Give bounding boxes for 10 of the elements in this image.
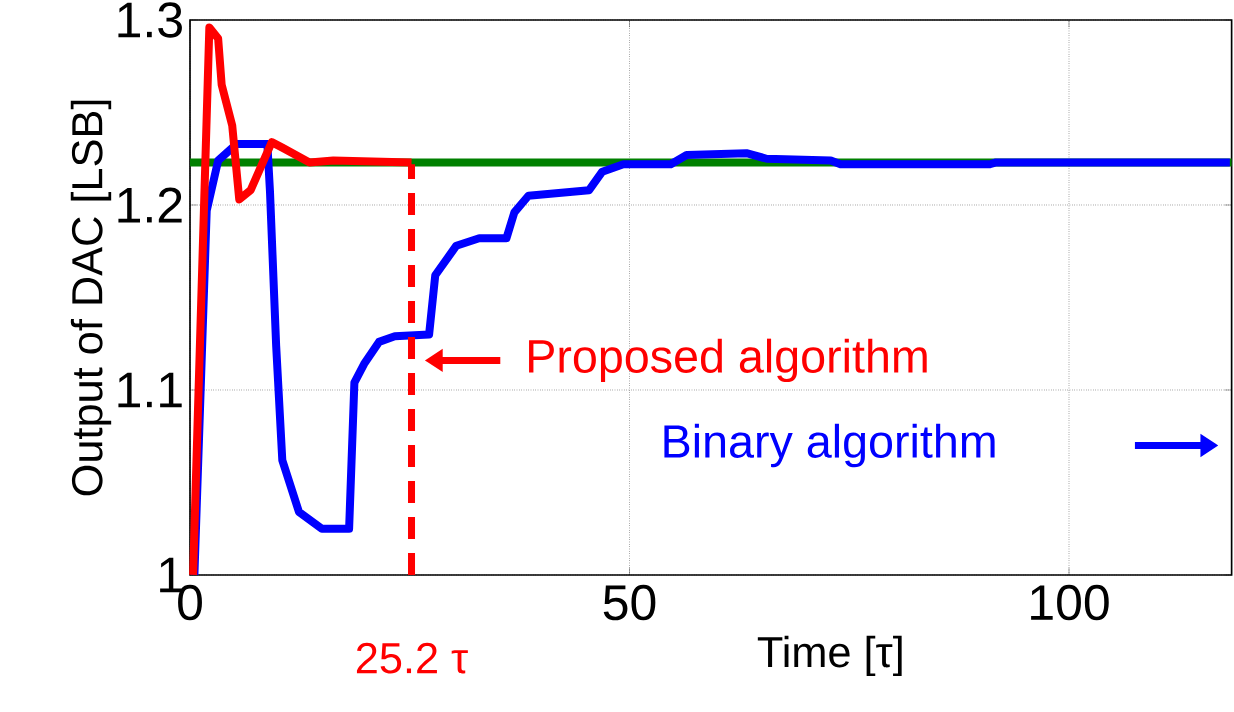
ref-line-label: 25.2 τ bbox=[356, 642, 468, 674]
x-tick-label: 50 bbox=[603, 584, 656, 621]
x-axis-title: Time [τ] bbox=[757, 635, 902, 677]
y-axis-title: Output of DAC [LSB] bbox=[70, 100, 112, 496]
y-tick-label: 1.1 bbox=[118, 372, 182, 408]
y-tick-label: 1.3 bbox=[118, 2, 182, 38]
legend-label: Proposed algorithm bbox=[529, 338, 927, 383]
text: Binary algorithm bbox=[664, 423, 995, 468]
x-tick-label: 100 bbox=[1031, 584, 1109, 621]
y-tick-label: 1.2 bbox=[118, 187, 182, 223]
